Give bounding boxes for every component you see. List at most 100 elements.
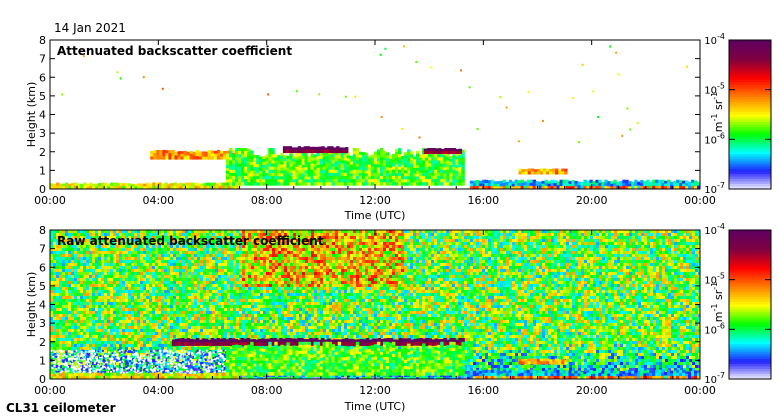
- noise-cell: [269, 257, 272, 260]
- noise-cell: [512, 230, 515, 233]
- data-cell: [268, 151, 272, 155]
- noise-cell: [509, 242, 512, 245]
- noise-cell: [431, 248, 434, 251]
- noise-cell: [344, 260, 347, 263]
- noise-cell: [335, 245, 338, 248]
- data-cell: [555, 168, 559, 172]
- data-cell: [325, 182, 329, 186]
- noise-cell: [509, 254, 512, 257]
- noise-cell: [536, 269, 539, 272]
- noise-cell: [233, 248, 236, 251]
- noise-cell: [374, 257, 377, 260]
- data-cell: [271, 169, 275, 174]
- noise-cell: [626, 230, 629, 233]
- data-cell: [461, 164, 465, 168]
- noise-cell: [104, 251, 107, 254]
- noise-cell: [605, 251, 608, 254]
- noise-cell: [212, 263, 215, 266]
- noise-cell: [305, 254, 308, 257]
- noise-cell: [455, 260, 458, 263]
- noise-cell: [302, 266, 305, 269]
- data-cell: [423, 148, 428, 152]
- noise-cell: [176, 245, 179, 248]
- noise-cell: [584, 233, 587, 236]
- data-cell: [571, 186, 575, 189]
- noise-cell: [218, 269, 221, 272]
- noise-cell: [179, 239, 182, 242]
- data-cell: [235, 163, 239, 167]
- data-cell: [552, 171, 556, 175]
- noise-cell: [626, 260, 629, 263]
- noise-cell: [113, 260, 116, 263]
- data-cell: [300, 147, 304, 151]
- noise-cell: [311, 257, 314, 260]
- noise-cell: [182, 269, 185, 272]
- noise-cell: [401, 245, 404, 248]
- noise-cell: [401, 257, 404, 260]
- data-cell: [490, 185, 495, 189]
- noise-cell: [578, 251, 581, 254]
- noise-cell: [449, 269, 452, 272]
- noise-cell: [296, 266, 299, 269]
- noise-cell: [50, 233, 53, 236]
- noise-cell: [185, 257, 188, 260]
- noise-cell: [335, 242, 338, 245]
- noise-cell: [656, 266, 659, 269]
- noise-cell: [338, 272, 341, 275]
- data-cell: [437, 172, 441, 177]
- noise-cell: [530, 257, 533, 260]
- noise-cell: [374, 245, 377, 248]
- noise-cell: [101, 257, 104, 260]
- noise-cell: [239, 254, 242, 257]
- data-cell: [295, 179, 299, 183]
- data-cell: [310, 166, 314, 171]
- data-cell: [343, 182, 348, 186]
- noise-cell: [353, 242, 356, 245]
- noise-cell: [416, 269, 419, 272]
- noise-cell: [455, 233, 458, 236]
- data-cell: [367, 155, 372, 160]
- data-cell: [364, 158, 369, 162]
- noise-cell: [458, 245, 461, 248]
- noise-cell: [554, 239, 557, 242]
- noise-cell: [557, 236, 560, 239]
- noise-cell: [461, 272, 464, 275]
- noise-cell: [257, 260, 260, 263]
- noise-cell: [650, 269, 653, 272]
- noise-cell: [329, 269, 332, 272]
- data-cell: [262, 156, 266, 160]
- data-cell: [328, 157, 332, 161]
- noise-cell: [287, 245, 290, 248]
- noise-cell: [284, 260, 287, 263]
- noise-cell: [269, 272, 272, 275]
- data-cell: [461, 149, 465, 154]
- noise-cell: [365, 266, 368, 269]
- noise-cell: [599, 263, 602, 266]
- noise-cell: [386, 248, 389, 251]
- noise-cell: [200, 272, 203, 275]
- noise-cell: [680, 254, 683, 257]
- noise-cell: [488, 266, 491, 269]
- noise-cell: [545, 254, 548, 257]
- noise-cell: [62, 275, 65, 278]
- noise-cell: [689, 233, 692, 236]
- noise-cell: [614, 248, 617, 251]
- data-cell: [595, 182, 599, 187]
- data-cell: [376, 149, 381, 153]
- noise-cell: [239, 239, 242, 242]
- data-cell: [174, 155, 178, 160]
- noise-cell: [623, 245, 626, 248]
- data-cell: [598, 179, 602, 184]
- data-cell: [53, 184, 57, 187]
- noise-cell: [113, 266, 116, 269]
- noise-cell: [476, 236, 479, 239]
- noise-cell: [482, 242, 485, 245]
- noise-cell: [428, 254, 431, 257]
- data-cell: [634, 179, 638, 184]
- noise-cell: [488, 233, 491, 236]
- data-cell: [370, 179, 375, 183]
- noise-cell: [95, 245, 98, 248]
- data-cell: [336, 146, 340, 150]
- noise-cell: [236, 254, 239, 257]
- noise-cell: [677, 242, 680, 245]
